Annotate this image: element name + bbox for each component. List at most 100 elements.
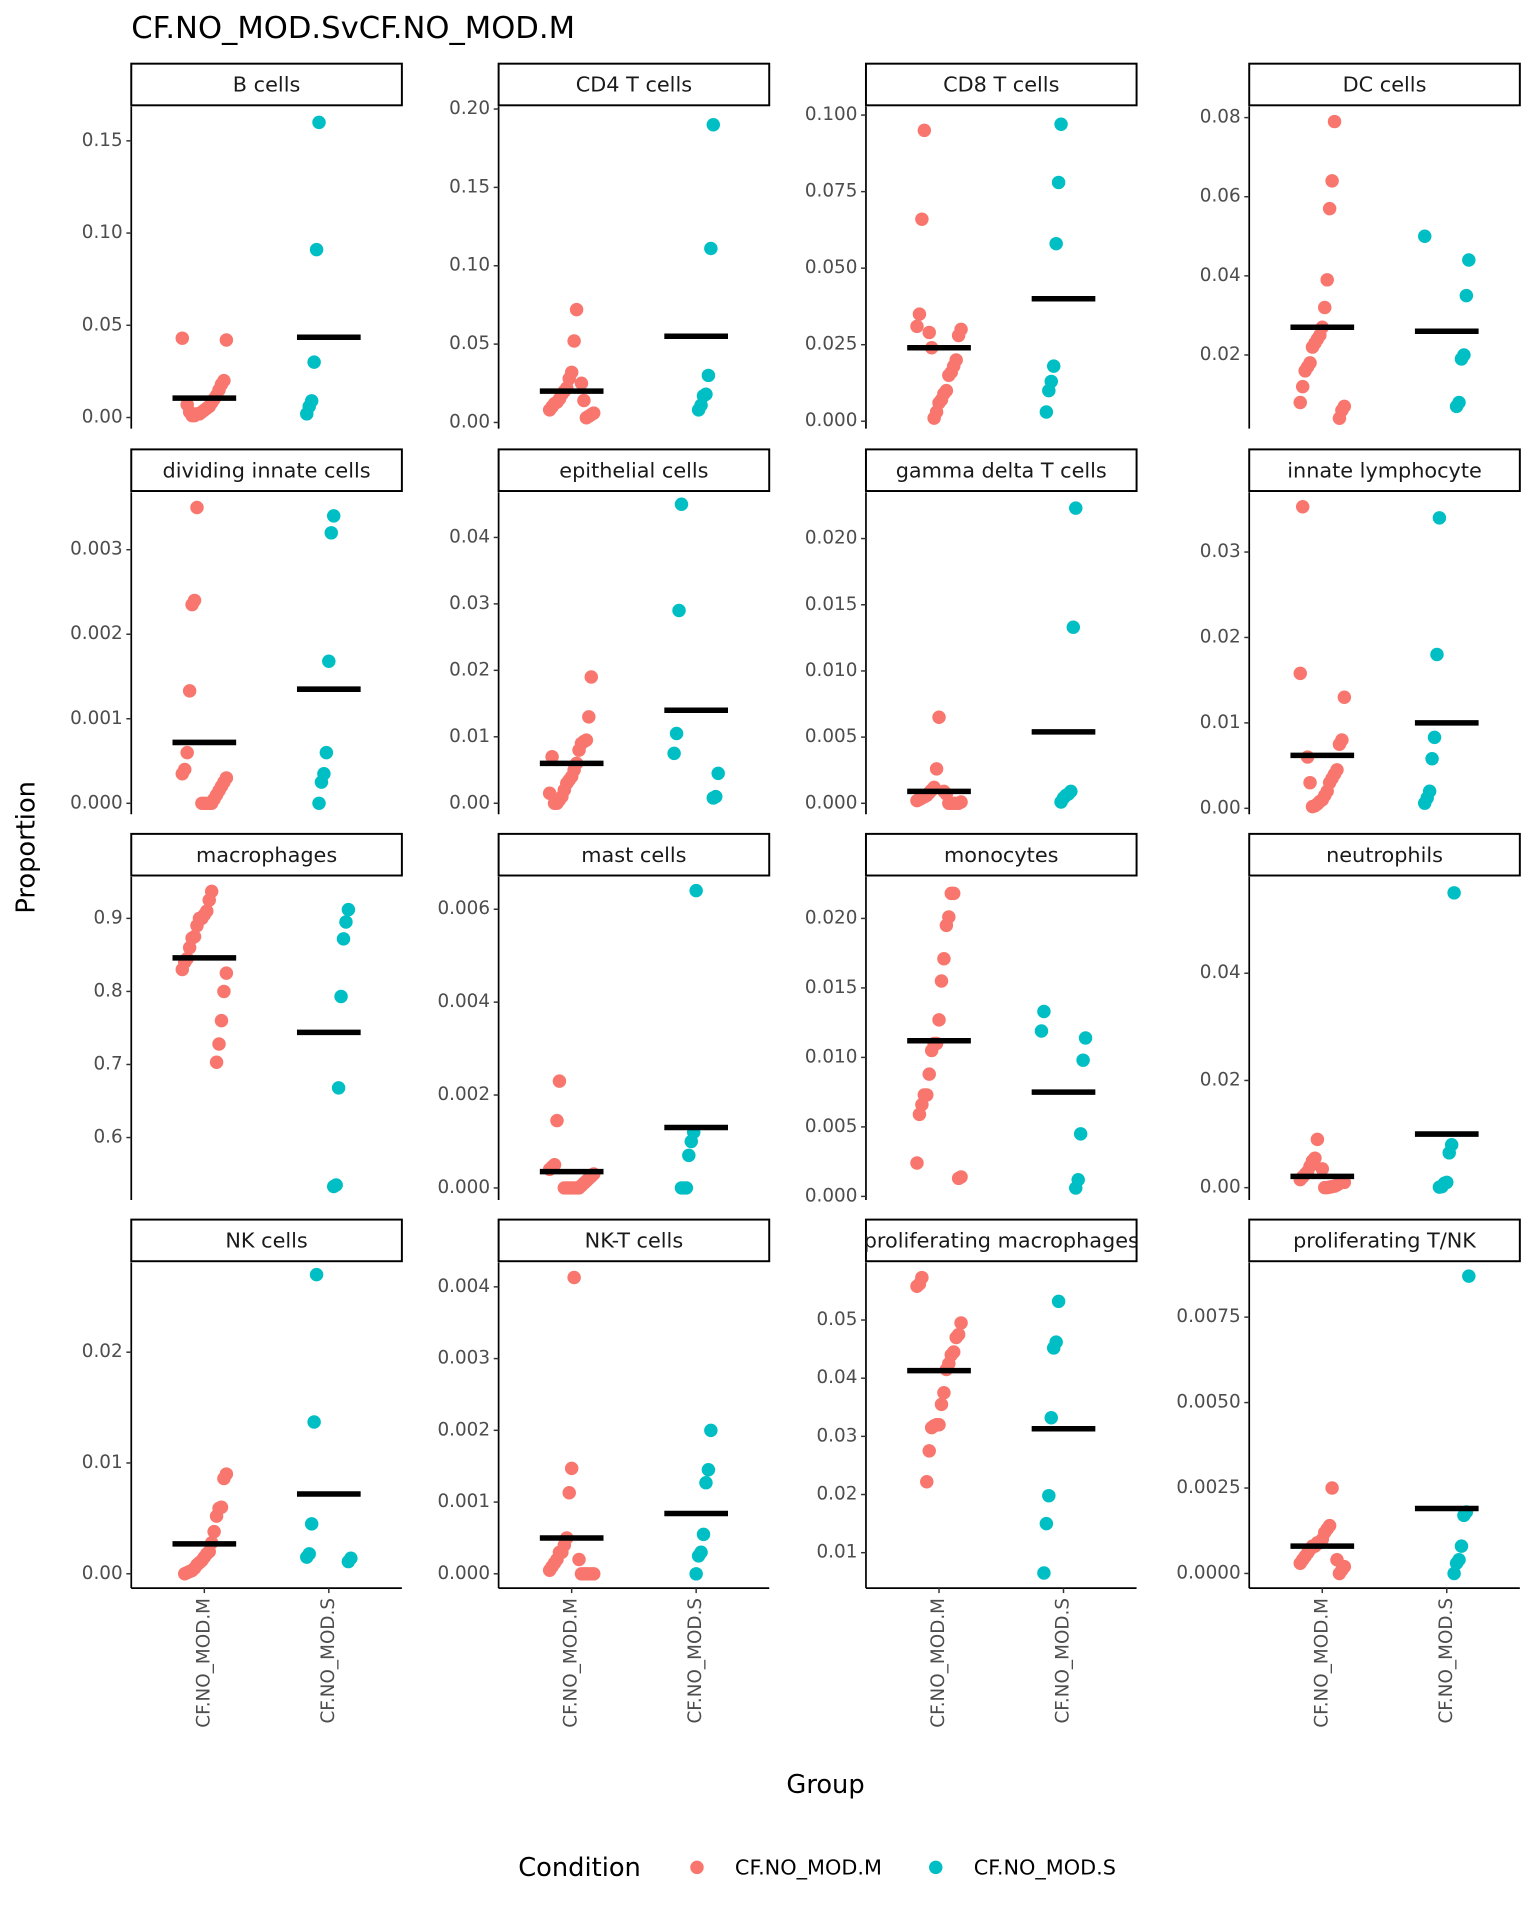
strip-label: macrophages [196,843,337,867]
point [300,407,314,421]
point [1449,399,1464,414]
point [190,918,204,933]
point [1318,1180,1332,1195]
point [949,1330,963,1345]
y-tick-label: 0.08 [1200,107,1241,128]
panel: macrophages 0.6 0.7 0.8 0.9 [93,832,403,1200]
y-tick-label: 0.000 [437,1177,490,1198]
y-tick-label: 0.05 [816,1309,857,1330]
point [567,334,581,348]
y-tick-label: 0.00 [82,1563,123,1584]
point [324,526,338,540]
strip-label: neutrophils [1326,843,1443,867]
y-tick-label: 0.001 [437,1491,490,1512]
point [939,918,954,933]
point [557,1181,572,1195]
point [1046,1341,1061,1355]
point [572,1552,586,1567]
y-tick-label: 0.02 [1200,344,1241,365]
point [1078,1031,1093,1045]
point [924,1420,939,1435]
point [336,932,351,946]
x-tick-label: CF.NO_MOD.S [318,1598,339,1724]
point [922,1444,936,1458]
point [1330,1553,1344,1567]
point [309,242,324,257]
point [937,1386,951,1400]
point [1320,273,1334,287]
strip-label: epithelial cells [559,458,708,482]
y-tick-label: 0.010 [805,1046,858,1067]
point [1069,1181,1083,1195]
point [944,886,959,901]
point [1076,1053,1090,1067]
strip [1248,448,1521,492]
chart-title: CF.NO_MOD.SvCF.NO_MOD.M [131,11,575,46]
y-tick-label: 0.10 [82,222,123,243]
point [1295,379,1310,394]
y-tick-label: 0.00 [82,407,123,428]
panel: proliferating T/NK 0.0000 0.0025 0.0050 0.00… [1176,1218,1521,1728]
point [572,743,586,757]
y-tick-label: 0.6 [93,1127,122,1148]
y-tick-label: 0.003 [70,539,123,560]
point [542,786,557,801]
point [1332,1566,1347,1581]
y-tick-label: 0.050 [805,257,858,278]
point [915,212,929,226]
point [951,1171,966,1186]
y-tick-label: 0.05 [82,314,123,335]
point [577,393,591,408]
point [1293,395,1307,410]
point [304,1517,319,1531]
point [180,745,194,760]
point [312,796,326,811]
y-tick-label: 0.02 [1200,626,1241,647]
point [1447,886,1461,900]
panel: NK cells 0.00 0.01 0.02 CF.NO_MOD.M CF.NO_MOD… [82,1218,403,1728]
point [1337,690,1352,704]
y-tick-label: 0.03 [1200,541,1241,562]
strip [130,448,403,492]
y-tick-label: 0.06 [1200,186,1241,207]
point [1332,737,1347,751]
y-tick-label: 0.00 [449,792,490,813]
point [209,1509,224,1523]
point [1293,1556,1307,1570]
x-tick-label: CF.NO_MOD.M [928,1598,949,1728]
point [954,1316,968,1330]
panel: dividing innate cells 0.000 0.001 0.002 0.00… [70,448,403,815]
y-tick-label: 0.000 [805,410,858,431]
point [934,974,949,988]
point [1454,1539,1469,1553]
x-tick-label: CF.NO_MOD.S [1436,1598,1457,1724]
strip-label: NK-T cells [585,1229,684,1253]
point [1447,1566,1461,1581]
point [669,726,684,741]
strip [497,448,771,492]
strip [1248,1218,1521,1263]
y-tick-label: 0.0025 [1176,1477,1240,1498]
point [910,1279,924,1294]
strip-label: dividing innate cells [163,458,371,482]
y-tick-label: 0.002 [437,1419,490,1440]
point [545,750,559,764]
y-tick-label: 0.9 [93,907,122,928]
point [182,684,197,698]
point [1417,229,1432,244]
strip [864,62,1138,107]
y-tick-label: 0.004 [437,1276,490,1297]
panel: NK-T cells 0.000 0.001 0.002 0.003 0.004 CF.NO… [437,1218,771,1728]
y-tick-label: 0.8 [93,980,122,1001]
y-tick-label: 0.000 [70,792,123,813]
point [582,710,596,724]
point [312,115,326,130]
strip-label: proliferating macrophages [864,1229,1139,1253]
point [574,1567,589,1581]
point [937,951,951,966]
point [1305,340,1320,354]
y-tick-label: 0.03 [449,593,490,614]
point [1417,796,1432,810]
point [1432,1180,1447,1194]
point [1044,1411,1058,1425]
